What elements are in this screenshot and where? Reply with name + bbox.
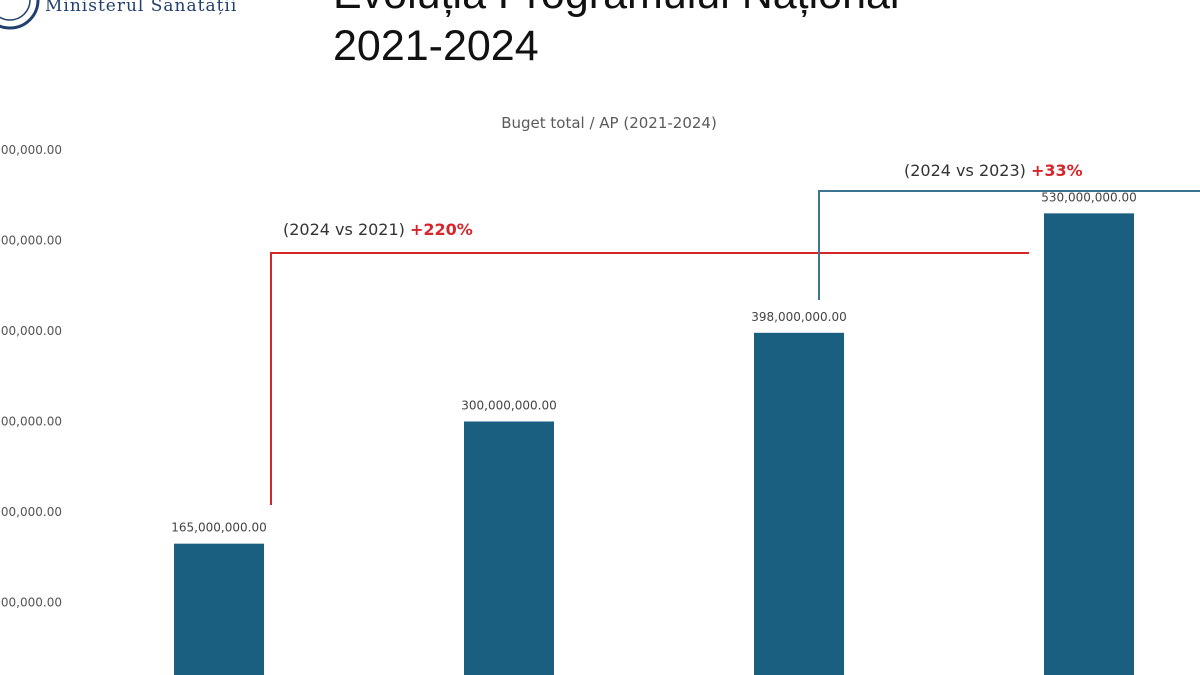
page-title-years: 2021-2024 — [333, 22, 539, 70]
bar-value-label: 300,000,000.00 — [461, 399, 556, 413]
chart-title: Buget total / AP (2021-2024) — [501, 114, 717, 132]
bar-2021 — [174, 543, 264, 675]
bar-2024 — [1044, 213, 1134, 675]
y-tick-label: 100,000,000.00 — [0, 596, 62, 610]
y-tick-label: 500,000,000.00 — [0, 234, 62, 248]
bar-value-label: 398,000,000.00 — [751, 310, 846, 324]
y-tick-label: 300,000,000.00 — [0, 415, 62, 429]
ministry-name: Ministerul Sănătății — [45, 0, 238, 16]
y-tick-label: 600,000,000.00 — [0, 143, 62, 157]
bar-2023 — [754, 332, 844, 675]
comparison-line-2024-vs-2023 — [818, 190, 1200, 300]
ministry-seal-icon — [0, 0, 40, 30]
comparison-percent-33: +33% — [1031, 161, 1083, 180]
comparison-label-2024-vs-2021: (2024 vs 2021) +220% — [283, 220, 473, 239]
comparison-percent-220: +220% — [410, 220, 473, 239]
bar-value-label: 165,000,000.00 — [171, 521, 266, 535]
bar-2022 — [464, 421, 554, 675]
y-tick-label: 200,000,000.00 — [0, 505, 62, 519]
comparison-line-2024-vs-2021 — [270, 252, 1029, 505]
page-title: Evoluția Programului Național — [333, 0, 899, 19]
y-tick-label: 400,000,000.00 — [0, 324, 62, 338]
comparison-label-2024-vs-2023: (2024 vs 2023) +33% — [904, 161, 1083, 180]
bar-value-label: 530,000,000.00 — [1041, 190, 1136, 204]
